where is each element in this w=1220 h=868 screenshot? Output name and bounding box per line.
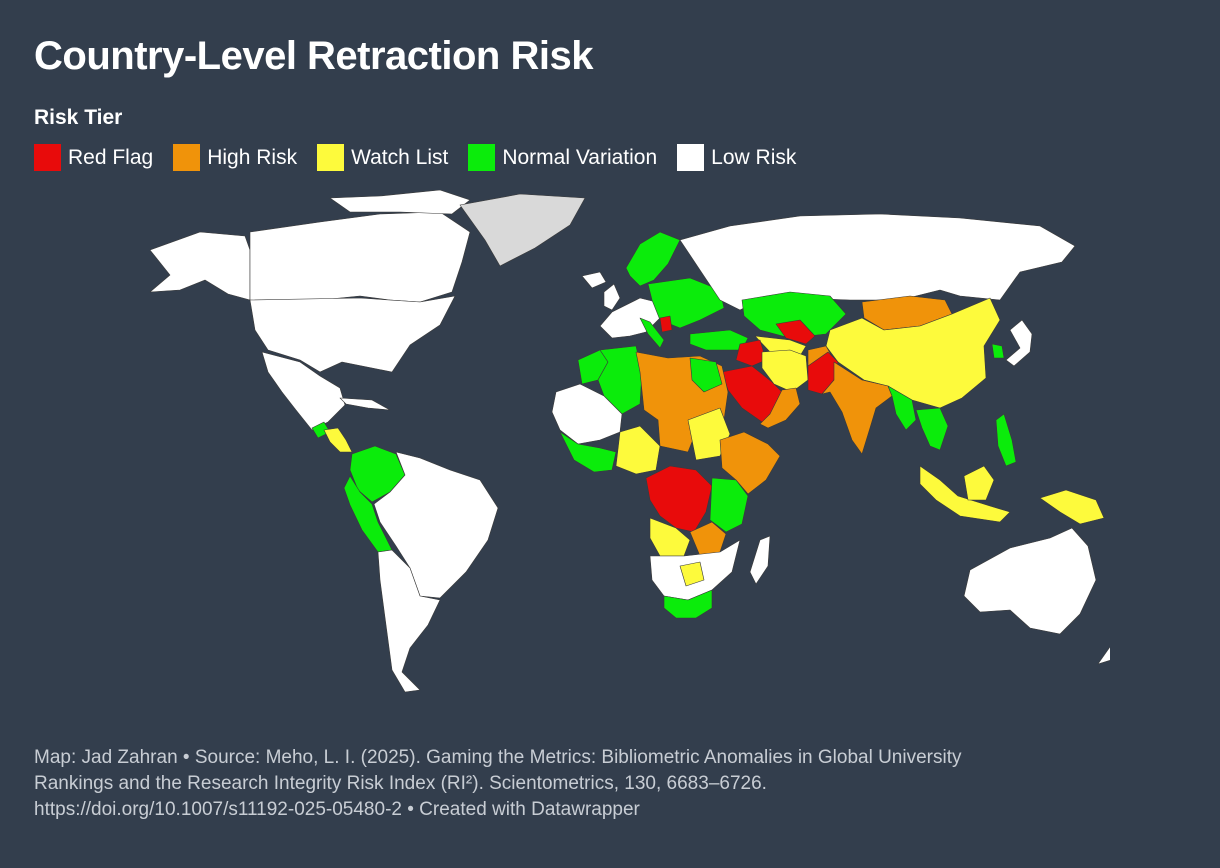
legend-label: Red Flag — [68, 145, 154, 169]
footer-line: https://doi.org/10.1007/s11192-025-05480… — [34, 799, 640, 820]
world-map[interactable] — [100, 190, 1110, 710]
region-australia[interactable] — [963, 527, 1097, 635]
legend: Red Flag High Risk Watch List Normal Var… — [34, 144, 796, 171]
region-south-africa[interactable] — [663, 589, 713, 619]
region-serbia[interactable] — [659, 315, 673, 333]
region-southern-cone[interactable] — [377, 549, 441, 693]
region-canada[interactable] — [249, 211, 471, 303]
region-nigeria[interactable] — [615, 425, 661, 475]
region-borneo[interactable] — [963, 465, 995, 501]
region-central-africa[interactable] — [645, 465, 713, 533]
region-bangladesh-myanmar[interactable] — [887, 385, 917, 431]
legend-item-red-flag[interactable]: Red Flag — [34, 144, 153, 171]
region-scandinavia[interactable] — [625, 231, 681, 287]
region-iran[interactable] — [761, 349, 809, 393]
region-central-eastern-europe[interactable] — [647, 277, 725, 329]
legend-swatch-high-risk — [173, 144, 201, 171]
region-new-zealand[interactable] — [1097, 620, 1110, 665]
region-china[interactable] — [825, 297, 1001, 409]
legend-item-normal-variation[interactable]: Normal Variation — [468, 144, 657, 171]
region-central-america[interactable] — [323, 427, 353, 453]
region-uk-ireland[interactable] — [603, 283, 621, 311]
region-canada-arctic-islands[interactable] — [329, 190, 471, 215]
region-kazakhstan[interactable] — [741, 291, 847, 339]
region-tanzania-mozambique[interactable] — [689, 521, 727, 557]
region-cuba[interactable] — [339, 397, 391, 411]
legend-item-watch-list[interactable]: Watch List — [317, 144, 448, 171]
legend-label: Normal Variation — [502, 145, 658, 169]
region-west-africa[interactable] — [551, 383, 623, 445]
legend-item-high-risk[interactable]: High Risk — [173, 144, 297, 171]
legend-swatch-watch-list — [317, 144, 345, 171]
legend-swatch-red-flag — [34, 144, 61, 171]
region-zimbabwe[interactable] — [679, 561, 705, 587]
region-southeast-asia[interactable] — [915, 407, 949, 451]
legend-swatch-normal-variation — [468, 144, 496, 171]
region-greenland[interactable] — [459, 193, 586, 267]
legend-label: Watch List — [351, 145, 449, 169]
region-egypt[interactable] — [689, 357, 723, 393]
region-indonesia[interactable] — [919, 465, 1011, 523]
region-alaska[interactable] — [149, 231, 251, 301]
legend-title: Risk Tier — [34, 106, 123, 129]
legend-label: High Risk — [207, 145, 298, 169]
legend-label: Low Risk — [711, 145, 797, 169]
region-brazil[interactable] — [373, 451, 499, 599]
region-mexico[interactable] — [261, 351, 346, 431]
page-title: Country-Level Retraction Risk — [34, 34, 593, 78]
region-new-guinea[interactable] — [1039, 489, 1105, 525]
region-east-africa[interactable] — [709, 477, 749, 533]
legend-swatch-low-risk — [677, 144, 705, 171]
region-philippines[interactable] — [995, 413, 1017, 467]
region-uzbekistan[interactable] — [775, 319, 816, 345]
region-japan[interactable] — [1005, 319, 1033, 367]
region-ethiopia-somalia[interactable] — [719, 431, 781, 495]
region-usa[interactable] — [249, 295, 456, 373]
region-madagascar[interactable] — [749, 535, 771, 585]
region-oman-yemen[interactable] — [759, 387, 801, 429]
region-korea[interactable] — [991, 343, 1005, 359]
region-iraq-syria[interactable] — [735, 339, 767, 367]
region-russia[interactable] — [679, 213, 1076, 311]
region-iceland[interactable] — [581, 271, 607, 289]
region-west-africa-coast[interactable] — [559, 431, 617, 473]
region-italy[interactable] — [639, 317, 665, 349]
legend-item-low-risk[interactable]: Low Risk — [677, 144, 796, 171]
source-footer: Map: Jad Zahran • Source: Meho, L. I. (2… — [34, 745, 1174, 823]
footer-line: Map: Jad Zahran • Source: Meho, L. I. (2… — [34, 747, 962, 768]
footer-line: Rankings and the Research Integrity Risk… — [34, 773, 767, 794]
